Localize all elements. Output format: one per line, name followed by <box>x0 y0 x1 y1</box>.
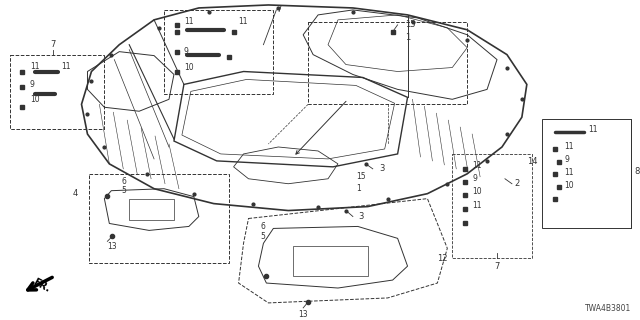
Bar <box>164 10 273 94</box>
Bar <box>293 246 368 276</box>
Text: 6: 6 <box>121 177 126 186</box>
Text: 9: 9 <box>184 47 189 56</box>
Text: 11: 11 <box>472 201 482 210</box>
Bar <box>452 154 532 258</box>
Text: 9: 9 <box>30 80 35 89</box>
Bar <box>541 119 631 228</box>
Text: 10: 10 <box>564 181 574 190</box>
Text: 11: 11 <box>564 142 574 151</box>
Text: 13: 13 <box>298 310 308 319</box>
Text: 4: 4 <box>72 189 77 198</box>
Text: TWA4B3801: TWA4B3801 <box>585 304 631 313</box>
Text: 11: 11 <box>588 124 598 134</box>
Text: 11: 11 <box>564 168 574 177</box>
Text: 11: 11 <box>472 161 482 170</box>
Text: 11: 11 <box>30 62 39 71</box>
Text: 11: 11 <box>239 17 248 26</box>
Text: 10: 10 <box>30 95 40 104</box>
Text: 14: 14 <box>527 157 538 166</box>
Text: 9: 9 <box>472 174 477 183</box>
Text: 3: 3 <box>380 164 385 173</box>
Text: 15: 15 <box>406 20 416 29</box>
Text: 10: 10 <box>472 187 482 196</box>
Text: 11: 11 <box>184 17 193 26</box>
Text: 1: 1 <box>356 184 360 193</box>
Text: 12: 12 <box>437 254 448 263</box>
Text: 2: 2 <box>515 179 520 188</box>
Text: 6: 6 <box>260 222 266 231</box>
Text: 7: 7 <box>494 262 500 271</box>
Text: FR.: FR. <box>31 277 52 295</box>
Bar <box>10 55 104 129</box>
Text: 13: 13 <box>108 242 117 251</box>
Text: 15: 15 <box>356 172 365 181</box>
Text: 5: 5 <box>121 186 126 195</box>
Text: 8: 8 <box>634 167 639 176</box>
Text: 5: 5 <box>260 232 266 241</box>
Text: 7: 7 <box>50 40 56 49</box>
Text: 7: 7 <box>276 5 282 14</box>
Text: 9: 9 <box>564 156 570 164</box>
Text: 3: 3 <box>358 212 364 221</box>
Text: 1: 1 <box>406 33 411 42</box>
Bar <box>129 199 174 220</box>
Bar <box>90 174 228 263</box>
Text: 11: 11 <box>61 62 71 71</box>
Text: 10: 10 <box>184 63 193 72</box>
